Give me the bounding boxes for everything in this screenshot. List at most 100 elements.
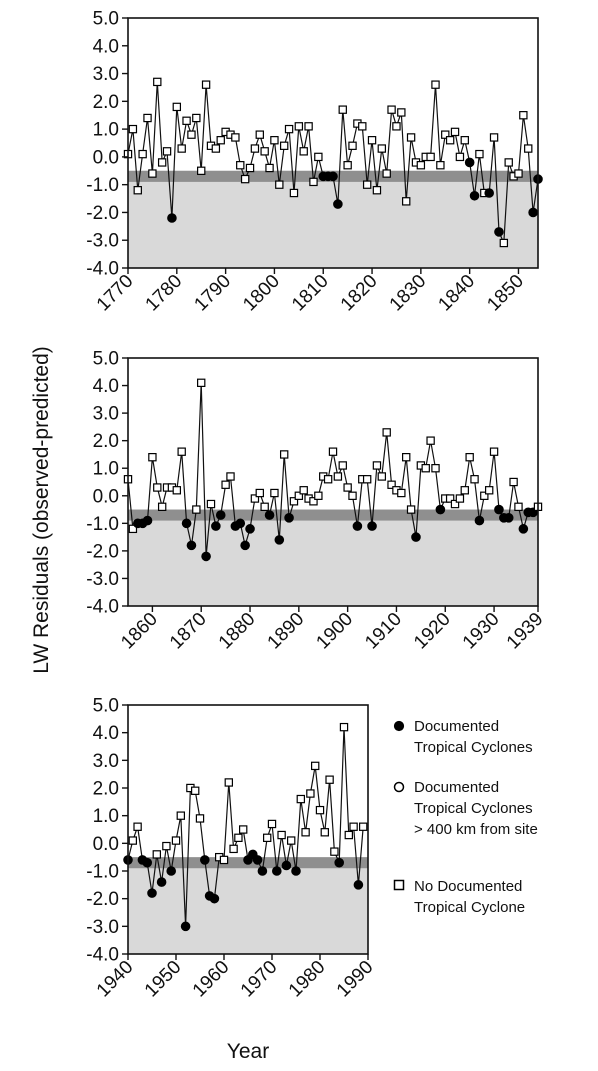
legend-label: Documented <box>414 779 499 796</box>
data-point-documented <box>528 207 538 218</box>
x-tick-label: 1920 <box>410 609 455 654</box>
x-tick-label: 1950 <box>141 957 186 1002</box>
data-point-none <box>450 127 460 137</box>
data-point-none <box>299 486 308 495</box>
x-tick-label: 1970 <box>237 957 282 1002</box>
data-point-none <box>338 461 347 470</box>
legend-item-none: No Documented Tropical Cyclone <box>393 878 525 916</box>
data-point-none <box>306 789 315 798</box>
x-tick-label: 1939 <box>503 609 548 654</box>
data-point-documented <box>142 515 153 526</box>
data-point-none <box>450 499 460 509</box>
y-tick-label: 4.0 <box>93 36 119 57</box>
y-tick-label: -1.0 <box>86 514 119 535</box>
y-tick-label: -4.0 <box>86 945 119 966</box>
data-point-none <box>206 499 216 509</box>
data-point-none <box>426 152 435 162</box>
x-tick-label: 1850 <box>483 271 528 316</box>
data-point-none <box>338 105 347 114</box>
data-point-documented <box>291 866 301 876</box>
data-point-none <box>255 130 264 139</box>
data-point-none <box>267 819 277 829</box>
data-point-documented <box>142 857 152 868</box>
y-tick-label: 1.0 <box>93 806 119 827</box>
y-tick-label: -3.0 <box>86 569 119 590</box>
legend-label: Tropical Cyclones <box>414 739 533 756</box>
data-point-none <box>470 475 479 484</box>
data-point-documented <box>334 857 345 868</box>
data-point-none <box>441 130 450 139</box>
data-point-documented <box>211 521 221 531</box>
data-point-none <box>314 491 323 500</box>
data-point-documented <box>469 190 480 201</box>
data-point-none <box>226 472 235 481</box>
plot-frame <box>127 704 369 955</box>
data-point-none <box>475 149 484 159</box>
data-point-none <box>314 152 323 162</box>
open-square-icon <box>393 879 405 891</box>
y-tick-label: 0.0 <box>93 834 119 855</box>
data-point-none <box>250 494 260 503</box>
data-point-none <box>284 124 294 134</box>
x-tick-label: 1810 <box>288 271 333 316</box>
data-point-none <box>460 486 469 495</box>
data-point-none <box>153 77 162 87</box>
x-tick-label: 1990 <box>333 957 378 1002</box>
data-point-documented <box>215 510 226 520</box>
data-point-documented <box>484 188 494 198</box>
data-point-none <box>436 161 445 170</box>
y-tick-label: 5.0 <box>93 349 119 370</box>
data-point-none <box>382 169 391 178</box>
y-tick-label: 1.0 <box>93 459 119 480</box>
data-point-none <box>367 136 377 145</box>
data-point-none <box>514 502 523 512</box>
data-point-none <box>362 180 372 189</box>
y-tick-label: -3.0 <box>86 917 119 938</box>
data-point-none <box>406 505 416 514</box>
plot-frame <box>127 357 539 607</box>
data-point-none <box>231 133 240 142</box>
data-point-none <box>265 163 274 173</box>
data-point-none <box>197 378 206 388</box>
data-point-none <box>509 477 518 487</box>
data-point-none <box>192 113 201 123</box>
data-point-none <box>465 453 474 462</box>
x-tick-label: 1820 <box>337 271 382 316</box>
data-point-documented <box>352 521 363 531</box>
data-point-none <box>211 144 221 153</box>
data-point-none <box>195 814 205 823</box>
y-tick-label: 2.0 <box>93 92 119 113</box>
x-tick-label: 1900 <box>312 609 357 654</box>
data-point-none <box>201 80 211 89</box>
x-tick-label: 1930 <box>459 609 504 654</box>
data-point-documented <box>240 540 250 551</box>
data-point-none <box>372 461 382 470</box>
data-point-none <box>504 158 513 167</box>
data-point-documented <box>181 518 192 529</box>
data-point-none <box>128 124 138 134</box>
y-tick-label: 3.0 <box>93 64 119 85</box>
data-point-none <box>128 836 137 845</box>
data-point-documented <box>518 524 529 534</box>
data-point-none <box>245 163 255 173</box>
data-point-none <box>416 161 426 170</box>
shaded-region <box>128 857 368 954</box>
data-point-none <box>484 486 494 495</box>
y-tick-label: 2.0 <box>93 779 119 800</box>
data-point-documented <box>474 515 485 526</box>
data-point-none <box>372 186 382 195</box>
y-tick-label: -4.0 <box>86 597 119 618</box>
data-point-none <box>294 122 304 131</box>
data-point-none <box>325 775 334 784</box>
y-tick-label: -2.0 <box>86 541 119 562</box>
data-point-none <box>157 158 167 167</box>
data-point-none <box>255 488 264 498</box>
data-point-documented <box>284 513 294 523</box>
y-tick-label: -1.0 <box>86 862 119 883</box>
data-point-none <box>348 491 357 500</box>
filled-circle-icon <box>393 720 405 732</box>
data-point-none <box>239 825 248 834</box>
data-point-none <box>349 822 358 831</box>
